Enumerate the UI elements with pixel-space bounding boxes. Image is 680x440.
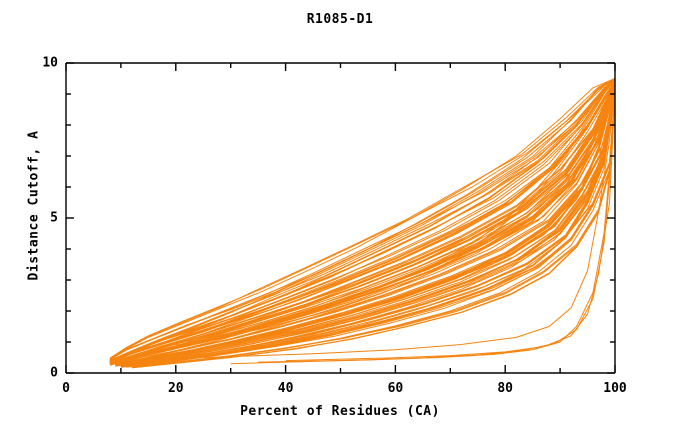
series-line — [109, 78, 616, 361]
x-axis-label: Percent of Residues (CA) — [240, 404, 440, 419]
series-line — [109, 80, 616, 365]
series-line — [115, 86, 616, 366]
series-line — [186, 78, 616, 343]
chart-title: R1085-D1 — [306, 12, 374, 27]
series-line — [109, 78, 616, 362]
axes-frame — [65, 62, 616, 374]
x-tick-label: 60 — [387, 381, 404, 396]
series-line — [230, 90, 616, 365]
x-tick-label: 100 — [603, 381, 627, 396]
series-line — [120, 88, 616, 366]
y-tick-label: 0 — [50, 365, 58, 381]
series-line — [115, 81, 616, 365]
series-line — [109, 79, 616, 364]
series-line — [175, 79, 616, 346]
series-line — [120, 83, 616, 366]
series-line — [120, 90, 616, 367]
x-tick-label: 20 — [167, 381, 184, 396]
y-tick-label: 5 — [50, 210, 58, 226]
series-line — [109, 78, 616, 360]
x-tick-label: 80 — [497, 381, 514, 396]
x-tick-label: 40 — [277, 381, 294, 396]
series-line — [115, 88, 616, 367]
x-tick-label: 0 — [62, 381, 70, 396]
series-line — [109, 78, 616, 360]
series-lines — [109, 78, 616, 369]
series-line — [109, 78, 616, 362]
series-line — [126, 93, 616, 368]
y-tick-label: 10 — [42, 55, 58, 71]
series-line — [109, 78, 616, 363]
series-line — [109, 78, 616, 363]
series-line — [203, 84, 616, 358]
series-line — [126, 94, 616, 368]
series-line — [109, 78, 616, 359]
series-line — [285, 93, 616, 362]
series-line — [109, 78, 616, 363]
series-line — [109, 78, 616, 363]
series-line — [109, 78, 616, 361]
